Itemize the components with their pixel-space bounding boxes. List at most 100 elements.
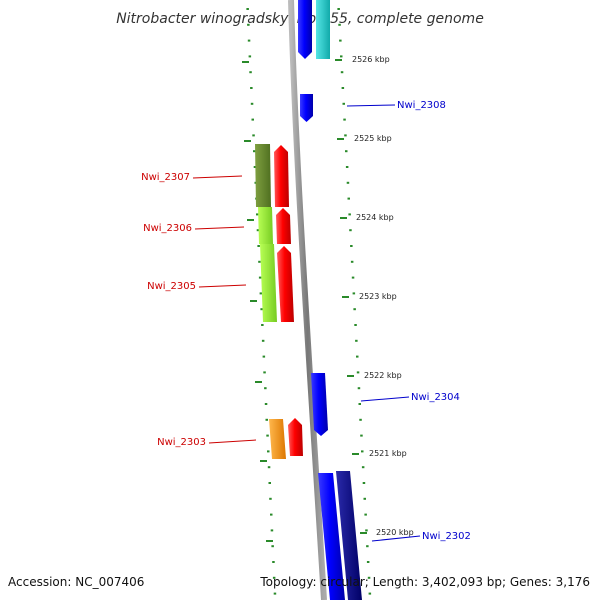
tick-track-right-dot [343, 118, 346, 121]
tick-track-left-dot [264, 403, 268, 405]
topology-text: Topology: circular; Length: 3,402,093 bp… [259, 575, 590, 589]
tick-track-left-dot [246, 8, 249, 10]
tick-label-2521: 2521 kbp [369, 449, 407, 458]
tick-track-left-dot [266, 434, 269, 437]
tick-track-right-dot [359, 418, 362, 421]
tick-track-left-dot [258, 260, 261, 263]
tick-track-right-dot [346, 181, 350, 184]
tick-track-left-dot [270, 529, 274, 532]
tick-track-right-dot [354, 324, 357, 326]
cog-bar-teal [316, 0, 330, 59]
tick-track-left-dot [260, 308, 263, 311]
leader-line-nwi-2306 [194, 226, 245, 230]
gene-label-nwi-2303[interactable]: Nwi_2303 [157, 437, 206, 448]
tick-track-left-dot [271, 545, 274, 548]
tick-track-right-dot [366, 561, 370, 563]
tick-track-right-dot [338, 23, 341, 26]
tick-track-left-dot [262, 355, 266, 358]
tick-track-left-dot [269, 497, 272, 500]
tick-track-left-dot [265, 418, 268, 421]
leader-line-nwi-2305 [198, 284, 247, 288]
tick-track-left-dot [250, 102, 254, 105]
tick-label-2520: 2520 kbp [376, 528, 414, 537]
tick-track-right-dot [349, 229, 352, 232]
tick-track-left-dot [256, 229, 260, 232]
tick-track-left-dot [253, 150, 256, 153]
tick-label-2524: 2524 kbp [356, 213, 394, 222]
tick-track-right-dot [360, 434, 363, 437]
cog-bar-orange [269, 419, 286, 459]
tick-track-right-dot [348, 213, 351, 216]
tick-track-right-dot [339, 39, 342, 42]
tick-track-right-dot [350, 260, 354, 263]
gene-arrow-nwi-2304[interactable] [311, 373, 328, 436]
gene-arrow-nwi-2307[interactable] [274, 145, 289, 207]
tick-track-right-dot [361, 450, 364, 453]
tick-track-right-dot [364, 513, 367, 516]
tick-track-left-dot [247, 39, 251, 42]
tick-track-right-dot [362, 482, 366, 484]
tick-track-left-dot [249, 71, 252, 74]
tick-track-left-dot [253, 166, 257, 168]
tick-track-right-dot [365, 529, 368, 532]
gene-label-nwi-2308[interactable]: Nwi_2308 [397, 100, 446, 111]
tick-track-left-dot [251, 118, 254, 121]
tick-label-2526: 2526 kbp [352, 55, 390, 64]
cog-bar-navy [336, 471, 362, 600]
tick-track-right-dot [337, 8, 340, 10]
gene-label-nwi-2304[interactable]: Nwi_2304 [411, 392, 460, 403]
gene-arrow-nwi-2303[interactable] [288, 418, 303, 456]
gene-arrow-nwi-2308[interactable] [300, 94, 313, 122]
tick-track-right-dot [347, 197, 350, 200]
tick-track-right-dot [358, 403, 361, 405]
tick-track-left-dot [268, 482, 271, 484]
tick-track-left-dot [252, 134, 255, 137]
tick-track-right-dot [340, 71, 344, 74]
tick-track-left-dot [272, 561, 275, 563]
tick-track-right-dot [341, 87, 345, 89]
right-gene-labels: Nwi_2308 Nwi_2304 Nwi_2302 [346, 100, 471, 542]
tick-track-right-dot [366, 545, 369, 548]
tick-track-left-dot [247, 23, 250, 26]
leader-line-nwi-2302 [371, 535, 421, 542]
gene-label-nwi-2305[interactable]: Nwi_2305 [147, 281, 196, 292]
tick-track-right-dot [345, 166, 349, 168]
cog-bar-lime-1 [258, 207, 273, 244]
tick-track-right-dot [355, 339, 358, 342]
tick-track-left-dot [272, 576, 276, 579]
gene-arrow-top-blue[interactable] [298, 0, 312, 59]
tick-track-left-dot [273, 592, 277, 595]
tick-track-right-dot [356, 371, 360, 374]
tick-track-left-dot [248, 55, 252, 58]
leader-line-nwi-2304 [360, 396, 410, 402]
tick-track-right-dot [356, 355, 359, 358]
tick-track-right-dot [344, 134, 347, 137]
tick-labels: 2526 kbp 2525 kbp 2524 kbp 2523 kbp 2522… [352, 55, 414, 537]
tick-track-right-dot [367, 576, 371, 579]
tick-tracks [246, 8, 372, 595]
tick-track-left-dot [261, 339, 265, 342]
cog-bar-lime-2 [260, 244, 277, 322]
tick-track-left-dot [267, 450, 270, 453]
tick-track-right-dot [345, 150, 348, 153]
tick-track-left-dot [259, 292, 263, 295]
forward-strand-genes [274, 145, 303, 456]
gene-label-nwi-2307[interactable]: Nwi_2307 [141, 172, 190, 183]
cog-bars-right [316, 0, 362, 600]
gene-label-nwi-2302[interactable]: Nwi_2302 [422, 531, 471, 542]
leader-line-nwi-2307 [192, 175, 243, 179]
gene-arrow-nwi-2305[interactable] [277, 246, 294, 322]
gene-label-nwi-2306[interactable]: Nwi_2306 [143, 223, 192, 234]
leader-line-nwi-2303 [208, 439, 257, 444]
major-ticks [242, 59, 367, 542]
tick-track-left-dot [250, 87, 253, 89]
leader-line-nwi-2308 [346, 104, 396, 107]
gene-arrow-nwi-2302[interactable] [318, 473, 345, 600]
tick-track-right-dot [363, 497, 366, 500]
tick-track-left-dot [267, 466, 271, 469]
gene-arrow-nwi-2306[interactable] [276, 208, 291, 244]
tick-track-right-dot [351, 276, 355, 279]
tick-track-right-dot [368, 592, 372, 595]
